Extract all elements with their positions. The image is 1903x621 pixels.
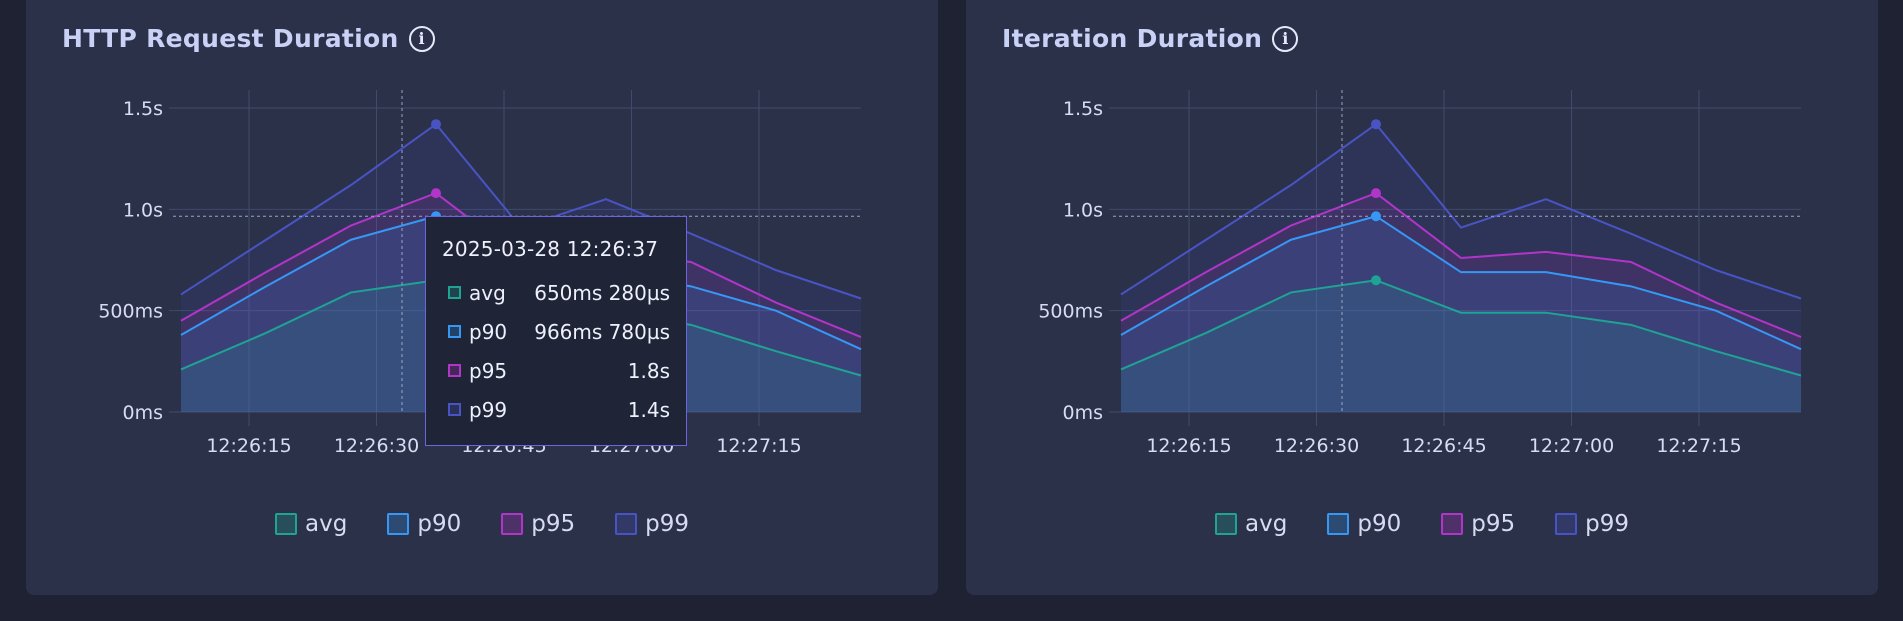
- tooltip-swatch: [448, 286, 461, 299]
- tooltip-series-value: 966ms 780µs: [534, 319, 670, 344]
- legend-label: p90: [1357, 511, 1402, 537]
- tooltip-series-name: avg: [469, 280, 506, 305]
- legend-label: avg: [305, 511, 348, 537]
- series-area-p99: [1121, 124, 1801, 413]
- legend-item-p95[interactable]: p95: [501, 511, 575, 537]
- legend-label: p90: [417, 511, 462, 537]
- info-icon[interactable]: i: [1272, 25, 1299, 52]
- tooltip-row-p95: p95 1.8s: [442, 351, 670, 390]
- panel-header: Iteration Duration i: [1002, 24, 1299, 53]
- tooltip-series-value: 650ms 280µs: [534, 280, 670, 305]
- chart-tooltip: 2025-03-28 12:26:37 avg 650ms 280µs p90 …: [425, 216, 687, 446]
- hover-point-avg: [1371, 275, 1381, 286]
- tooltip-series-value: 1.8s: [627, 358, 670, 383]
- legend-swatch: [1441, 513, 1464, 535]
- series-line-p95: [1120, 191, 1802, 338]
- tooltip-swatch: [448, 364, 461, 377]
- legend-label: p95: [531, 511, 576, 537]
- legend-swatch: [501, 513, 524, 535]
- tooltip-row-p99: p99 1.4s: [442, 390, 670, 429]
- legend-label: p99: [1585, 511, 1629, 537]
- legend-swatch: [387, 513, 410, 535]
- legend-label: avg: [1245, 511, 1288, 537]
- x-tick-label: 12:27:15: [716, 435, 801, 457]
- legend-item-p90[interactable]: p90: [1327, 511, 1401, 537]
- x-tick-label: 12:26:30: [1274, 435, 1359, 457]
- x-tick-label: 12:27:00: [1529, 435, 1614, 457]
- legend-swatch: [615, 513, 638, 535]
- tooltip-series-value: 1.4s: [627, 397, 670, 422]
- x-tick-label: 12:26:15: [1146, 435, 1231, 457]
- x-tick-label: 12:27:15: [1656, 435, 1741, 457]
- panel-title: Iteration Duration: [1002, 24, 1263, 53]
- y-tick-label: 0ms: [1063, 402, 1104, 424]
- y-tick-label: 1.5s: [1063, 98, 1103, 120]
- hover-point-p99: [431, 119, 441, 130]
- tooltip-swatch: [448, 403, 461, 416]
- legend-swatch: [1555, 513, 1578, 535]
- tooltip-row-avg: avg 650ms 280µs: [442, 273, 670, 312]
- y-tick-label: 500ms: [1038, 301, 1103, 323]
- series-line-p99: [1120, 122, 1802, 300]
- y-tick-label: 1.0s: [1063, 199, 1103, 221]
- chart-legend: avg p90 p95 p99: [966, 511, 1878, 537]
- hover-point-p95: [431, 188, 441, 199]
- x-tick-label: 12:26:45: [1401, 435, 1486, 457]
- legend-item-avg[interactable]: avg: [275, 511, 347, 537]
- legend-label: p99: [645, 511, 689, 537]
- panel-title: HTTP Request Duration: [62, 24, 399, 53]
- panel-header: HTTP Request Duration i: [62, 24, 435, 53]
- tooltip-time: 2025-03-28 12:26:37: [442, 237, 659, 261]
- y-tick-label: 1.0s: [123, 199, 163, 221]
- legend-swatch: [1215, 513, 1238, 535]
- series-line-p90: [1120, 215, 1802, 351]
- tooltip-row-p90: p90 966ms 780µs: [442, 312, 670, 351]
- legend-item-p95[interactable]: p95: [1441, 511, 1515, 537]
- legend-item-avg[interactable]: avg: [1215, 511, 1287, 537]
- y-tick-label: 1.5s: [123, 98, 163, 120]
- legend-swatch: [1327, 513, 1350, 535]
- series-area-p90: [1121, 216, 1801, 412]
- panel-http-request-duration: HTTP Request Duration i 0ms 500ms 1.0s 1.5s…: [26, 0, 938, 595]
- hover-point-p99: [1371, 119, 1381, 130]
- tooltip-series-name: p90: [469, 319, 508, 344]
- y-tick-label: 500ms: [98, 301, 163, 323]
- tooltip-series-name: p99: [469, 397, 508, 422]
- x-tick-label: 12:26:15: [206, 435, 291, 457]
- info-icon[interactable]: i: [408, 25, 435, 52]
- tooltip-swatch: [448, 325, 461, 338]
- panel-iteration-duration: Iteration Duration i 0ms 500ms 1.0s 1.5s 12:…: [966, 0, 1878, 595]
- legend-item-p99[interactable]: p99: [615, 511, 689, 537]
- series-area-p95: [1121, 193, 1801, 412]
- series-area-avg: [1121, 280, 1801, 412]
- legend-swatch: [275, 513, 298, 535]
- chart-grid: [1109, 90, 1801, 426]
- chart-legend: avg p90 p95 p99: [26, 511, 938, 537]
- hover-point-p90: [1371, 211, 1381, 222]
- legend-item-p99[interactable]: p99: [1555, 511, 1629, 537]
- tooltip-series-name: p95: [469, 358, 508, 383]
- chart-iteration-duration[interactable]: 0ms 500ms 1.0s 1.5s 12:26:15 12:26:30 12:26:45…: [966, 0, 1878, 595]
- hover-point-p95: [1371, 188, 1381, 199]
- legend-label: p95: [1471, 511, 1516, 537]
- y-tick-label: 0ms: [123, 402, 164, 424]
- series-line-avg: [1120, 279, 1802, 377]
- legend-item-p90[interactable]: p90: [387, 511, 461, 537]
- x-tick-label: 12:26:30: [334, 435, 419, 457]
